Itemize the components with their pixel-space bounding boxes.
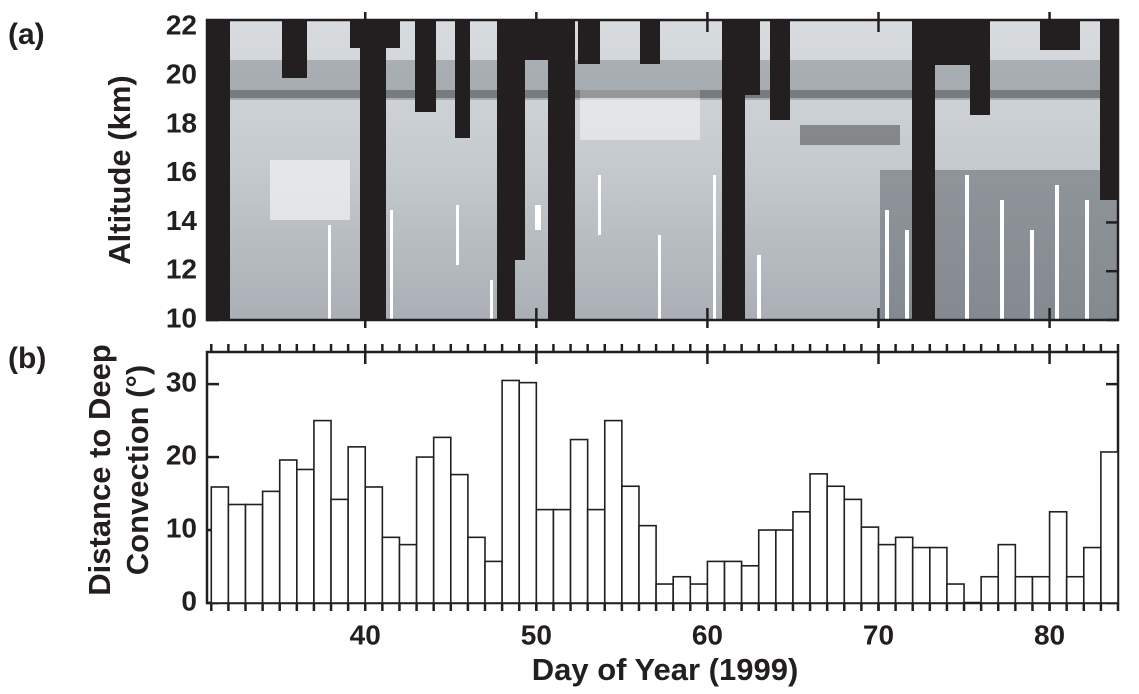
bar xyxy=(911,546,931,604)
bar xyxy=(826,485,846,604)
y-axis-label: Distance to Deep xyxy=(82,344,117,596)
bar xyxy=(501,379,521,604)
bar xyxy=(809,473,828,604)
bar xyxy=(655,583,674,604)
panel-label: (a) xyxy=(8,18,45,51)
bar xyxy=(518,381,538,604)
image-panel xyxy=(207,20,1118,320)
bar xyxy=(552,508,572,604)
panel-label: (b) xyxy=(8,342,46,375)
bar xyxy=(860,526,880,604)
x-tick-label: 80 xyxy=(1034,619,1065,650)
bar xyxy=(313,419,332,604)
y-axis-label: Altitude (km) xyxy=(102,75,137,264)
bar xyxy=(449,473,469,604)
bar xyxy=(432,436,452,604)
bar xyxy=(740,564,760,604)
bar xyxy=(261,490,281,604)
bar xyxy=(381,536,401,604)
bar xyxy=(467,536,486,604)
bar xyxy=(330,498,349,604)
y-tick-label: 10 xyxy=(166,512,197,543)
bar xyxy=(1065,575,1085,604)
bar xyxy=(929,546,948,604)
bar xyxy=(364,486,384,604)
bar xyxy=(689,583,709,604)
plot-frame xyxy=(205,18,1120,322)
bar xyxy=(347,446,367,604)
bar xyxy=(586,508,606,604)
bar xyxy=(723,560,743,604)
bar xyxy=(227,503,247,604)
bar xyxy=(210,486,230,604)
bar xyxy=(244,503,264,604)
bar xyxy=(1031,575,1051,604)
bar xyxy=(415,456,435,604)
y-tick-label: 16 xyxy=(166,156,197,187)
bar xyxy=(1014,575,1034,604)
bar xyxy=(484,560,503,604)
bar xyxy=(706,560,726,604)
bar xyxy=(398,543,418,604)
x-tick-label: 50 xyxy=(521,619,552,650)
bar xyxy=(1100,451,1119,604)
bar xyxy=(638,524,657,604)
y-tick-label: 10 xyxy=(166,302,197,333)
bar xyxy=(621,485,640,604)
y-tick-label: 30 xyxy=(166,366,197,397)
bar xyxy=(603,419,623,604)
bar xyxy=(278,459,298,604)
y-tick-label: 18 xyxy=(166,107,197,138)
bar xyxy=(877,543,897,604)
bar xyxy=(792,510,811,604)
x-axis-label: Day of Year (1999) xyxy=(532,652,799,687)
bar xyxy=(569,438,589,604)
x-tick-label: 40 xyxy=(350,619,381,650)
y-tick-label: 20 xyxy=(166,439,197,470)
bar xyxy=(894,536,914,604)
bar xyxy=(1082,546,1102,604)
bar xyxy=(296,468,315,604)
bar xyxy=(775,529,794,604)
y-tick-label: 12 xyxy=(166,254,197,285)
bar xyxy=(946,583,965,604)
y-tick-label: 22 xyxy=(166,10,197,41)
y-tick-label: 0 xyxy=(181,585,197,616)
bar xyxy=(980,575,1000,604)
x-tick-label: 70 xyxy=(863,619,894,650)
bar xyxy=(843,498,863,604)
y-tick-label: 20 xyxy=(166,58,197,89)
y-tick-label: 14 xyxy=(166,205,198,236)
bar xyxy=(672,575,692,604)
x-tick-label: 60 xyxy=(692,619,723,650)
bar xyxy=(1048,510,1068,604)
bar xyxy=(997,543,1017,604)
bar xyxy=(757,529,777,604)
bar xyxy=(535,508,555,604)
y-axis-label: Convection (°) xyxy=(120,365,155,575)
